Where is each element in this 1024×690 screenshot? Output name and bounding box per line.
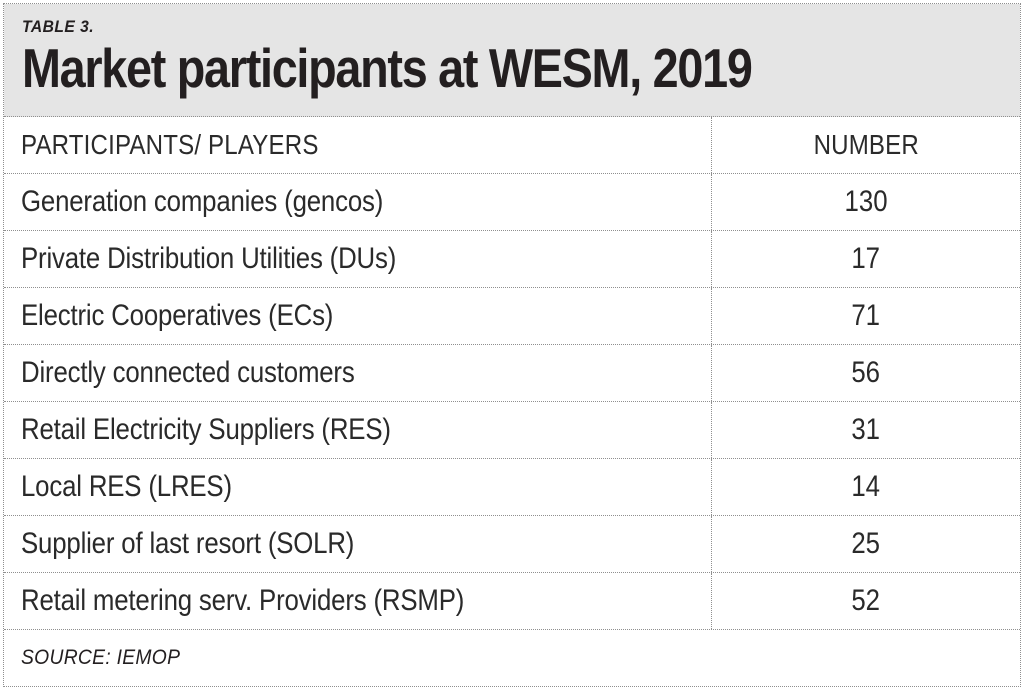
table-row: Supplier of last resort (SOLR) 25 (4, 516, 1020, 573)
number-value: 14 (851, 470, 881, 503)
header-label-participants: PARTICIPANTS/ PLAYERS (21, 129, 319, 160)
table-kicker-wrap: TABLE 3. (22, 17, 1002, 37)
participant-label: Directly connected customers (21, 356, 355, 389)
participant-cell: Retail metering serv. Providers (RSMP) (4, 573, 712, 629)
table-row: Electric Cooperatives (ECs) 71 (4, 288, 1020, 345)
header-cell-participants: PARTICIPANTS/ PLAYERS (4, 117, 712, 173)
number-value: 25 (851, 527, 881, 560)
participant-label: Supplier of last resort (SOLR) (21, 527, 355, 560)
number-cell: 71 (712, 288, 1020, 344)
participant-label: Electric Cooperatives (ECs) (21, 299, 334, 332)
number-cell: 31 (712, 402, 1020, 458)
participant-label: Local RES (LRES) (21, 470, 232, 503)
number-cell: 14 (712, 459, 1020, 515)
table-row: Retail Electricity Suppliers (RES) 31 (4, 402, 1020, 459)
number-value: 130 (844, 185, 888, 218)
header-cell-number: NUMBER (712, 117, 1020, 173)
participant-label: Private Distribution Utilities (DUs) (21, 242, 397, 275)
source-label: SOURCE: IEMOP (21, 646, 181, 669)
participant-label: Retail metering serv. Providers (RSMP) (21, 584, 465, 617)
participant-label: Generation companies (gencos) (21, 185, 384, 218)
participant-cell: Directly connected customers (4, 345, 712, 401)
number-cell: 17 (712, 231, 1020, 287)
table-row: Local RES (LRES) 14 (4, 459, 1020, 516)
participant-cell: Private Distribution Utilities (DUs) (4, 231, 712, 287)
number-value: 56 (851, 356, 881, 389)
table-row: Directly connected customers 56 (4, 345, 1020, 402)
page-title: Market participants at WESM, 2019 (22, 37, 753, 99)
participant-cell: Generation companies (gencos) (4, 174, 712, 230)
participant-cell: Retail Electricity Suppliers (RES) (4, 402, 712, 458)
source-row: SOURCE: IEMOP (4, 630, 1020, 686)
header-label-number: NUMBER (813, 129, 919, 160)
participant-cell: Local RES (LRES) (4, 459, 712, 515)
number-cell: 52 (712, 573, 1020, 629)
table-kicker: TABLE 3. (22, 17, 95, 36)
participant-label: Retail Electricity Suppliers (RES) (21, 413, 391, 446)
participant-cell: Electric Cooperatives (ECs) (4, 288, 712, 344)
table-row: Private Distribution Utilities (DUs) 17 (4, 231, 1020, 288)
table-row: Retail metering serv. Providers (RSMP) 5… (4, 573, 1020, 630)
participant-cell: Supplier of last resort (SOLR) (4, 516, 712, 572)
number-value: 17 (851, 242, 881, 275)
title-band: TABLE 3. Market participants at WESM, 20… (4, 4, 1020, 117)
table-header-row: PARTICIPANTS/ PLAYERS NUMBER (4, 117, 1020, 174)
page-title-wrap: Market participants at WESM, 2019 (22, 37, 1002, 97)
table-row: Generation companies (gencos) 130 (4, 174, 1020, 231)
table-card: TABLE 3. Market participants at WESM, 20… (3, 3, 1021, 687)
number-value: 52 (851, 584, 881, 617)
number-cell: 25 (712, 516, 1020, 572)
number-cell: 130 (712, 174, 1020, 230)
number-value: 31 (851, 413, 881, 446)
number-value: 71 (851, 299, 881, 332)
number-cell: 56 (712, 345, 1020, 401)
